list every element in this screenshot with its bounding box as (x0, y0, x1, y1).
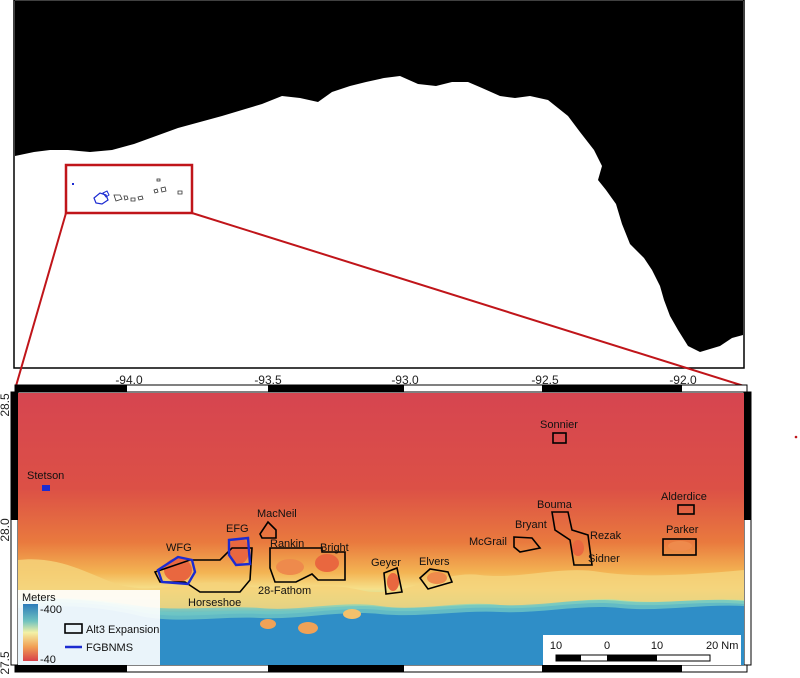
legend-depth-min: -40 (40, 654, 56, 666)
y-tick-label: 28.0 (0, 518, 12, 542)
sonnier-polygon (552, 432, 567, 444)
depth-colorbar (23, 604, 38, 661)
legend-fgbnms-label: FGBNMS (86, 642, 133, 654)
legend-depth-max: -400 (40, 604, 62, 616)
site-label-efg: EFG (226, 523, 249, 535)
parker-polygon (662, 538, 697, 556)
site-label-parker: Parker (666, 524, 699, 536)
y-axis-labels: 28.5 28.0 27.5 (0, 393, 12, 675)
x-tick-label: -93.0 (391, 373, 419, 387)
legend: Meters -400 -40 Alt3 Expansion FGBNMS (18, 590, 160, 666)
site-label-wfg: WFG (166, 542, 192, 554)
legend-title: Meters (22, 592, 56, 604)
scale-label: 10 (550, 640, 562, 652)
x-axis-labels: -94.0 -93.5 -93.0 -92.5 -92.0 (115, 373, 697, 387)
bouma-rezak-polygon (551, 511, 593, 566)
site-label-bright: Bright (320, 542, 349, 554)
site-label-geyer: Geyer (371, 557, 401, 569)
x-tick-label: -93.5 (254, 373, 282, 387)
detail-map (10, 384, 752, 673)
site-label-horseshoe: Horseshoe (188, 597, 241, 609)
scale-label: 10 (651, 640, 663, 652)
site-label-28-fathom: 28-Fathom (258, 585, 311, 597)
site-label-macneil: MacNeil (257, 508, 297, 520)
site-label-bryant: Bryant (515, 519, 547, 531)
efg-fgbnms-polygon (227, 536, 252, 567)
rankin-bright-polygon (269, 547, 346, 583)
site-label-mcgrail: McGrail (469, 536, 507, 548)
land-mass (15, 1, 743, 352)
site-label-stetson: Stetson (27, 470, 64, 482)
alderdice-polygon (677, 504, 695, 515)
site-label-sidner: Sidner (588, 553, 620, 565)
scale-bar: 10 0 10 20 Nm (543, 635, 741, 665)
macneil-polygon (259, 520, 277, 539)
legend-expansion-label: Alt3 Expansion (86, 624, 159, 636)
site-label-elvers: Elvers (419, 556, 450, 568)
x-tick-label: -92.5 (531, 373, 559, 387)
site-label-alderdice: Alderdice (661, 491, 707, 503)
connector-line-right (191, 212, 745, 387)
scale-label: 20 Nm (706, 640, 738, 652)
site-label-sonnier: Sonnier (540, 419, 578, 431)
legend-expansion-swatch (64, 623, 83, 634)
scale-label: 0 (604, 640, 610, 652)
elvers-polygon (418, 568, 454, 590)
site-label-rezak: Rezak (590, 530, 622, 542)
y-tick-label: 28.5 (0, 393, 12, 417)
x-tick-label: -94.0 (115, 373, 143, 387)
site-label-bouma: Bouma (537, 499, 573, 511)
inset-box (64, 163, 194, 215)
x-tick-label: -92.0 (669, 373, 697, 387)
wfg-fgbnms-polygon (156, 555, 197, 586)
site-label-rankin: Rankin (270, 538, 304, 550)
mcgrail-polygon (513, 536, 542, 553)
stetson-marker (42, 485, 50, 491)
connector-line-left (15, 212, 67, 387)
y-tick-label: 27.5 (0, 651, 12, 675)
overview-map (13, 0, 745, 369)
geyer-polygon (383, 566, 403, 595)
